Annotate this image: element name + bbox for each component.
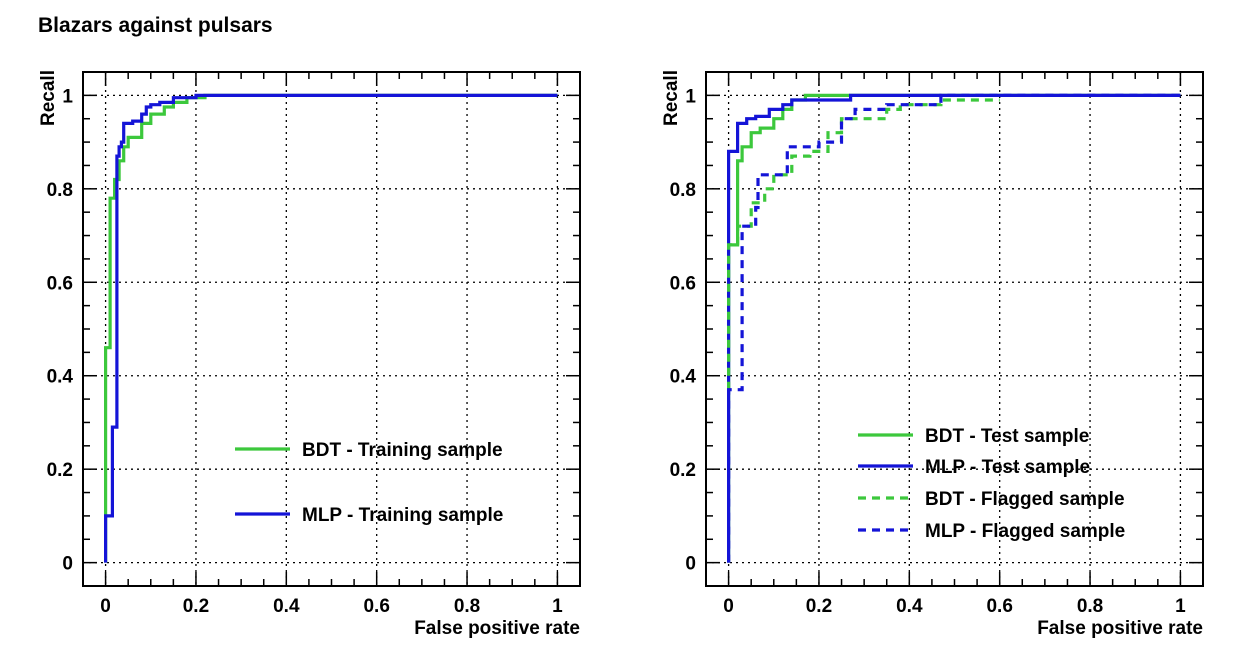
c1-ytick-label-3: 0.6 (670, 273, 696, 294)
c1-series-3 (727, 93, 1181, 563)
c1-xtick-label-2: 0.4 (896, 596, 923, 617)
c1-legend-label-1: MLP - Test sample (925, 457, 1090, 478)
c1-y-axis-title: Recall (661, 70, 682, 126)
c0-xtick-label-2: 0.4 (273, 596, 300, 617)
c1-series-1 (727, 93, 1181, 563)
c1-series-2 (727, 98, 1000, 390)
c1-xtick-label-0: 0 (723, 596, 734, 617)
c0-xtick-label-4: 0.8 (454, 596, 480, 617)
c0-xtick-label-5: 1 (552, 596, 563, 617)
c1-legend-label-3: MLP - Flagged sample (925, 521, 1125, 542)
c1-legend-label-0: BDT - Test sample (925, 426, 1089, 447)
c1-ytick-label-0: 0 (685, 554, 696, 575)
c0-xtick-label-1: 0.2 (183, 596, 209, 617)
c1-legend-label-2: BDT - Flagged sample (925, 489, 1125, 510)
c0-legend-label-1: MLP - Training sample (302, 505, 503, 526)
c0-ytick-label-1: 0.2 (47, 460, 73, 481)
c1-plot-frame (705, 71, 1204, 587)
c0-ytick-label-4: 0.8 (47, 180, 73, 201)
c0-x-axis-title: False positive rate (414, 618, 580, 639)
c0-y-axis-title: Recall (38, 70, 59, 126)
c1-xtick-label-5: 1 (1175, 596, 1186, 617)
c1-xtick-label-4: 0.8 (1077, 596, 1103, 617)
c0-ytick-label-3: 0.6 (47, 273, 73, 294)
c1-ytick-label-2: 0.4 (670, 367, 697, 388)
c0-ytick-label-5: 1 (62, 86, 73, 107)
c0-xtick-label-0: 0 (100, 596, 111, 617)
figure-title: Blazars against pulsars (38, 14, 273, 37)
c1-xtick-label-1: 0.2 (806, 596, 832, 617)
c1-ytick-label-1: 0.2 (670, 460, 696, 481)
c0-series-0 (104, 93, 558, 563)
c1-xtick-label-3: 0.6 (986, 596, 1012, 617)
c0-legend-label-0: BDT - Training sample (302, 440, 503, 461)
c1-ytick-label-4: 0.8 (670, 180, 696, 201)
c0-xtick-label-3: 0.6 (363, 596, 389, 617)
c0-ytick-label-0: 0 (62, 554, 73, 575)
c0-plot-frame (82, 71, 581, 587)
c1-x-axis-title: False positive rate (1037, 618, 1203, 639)
c0-series-1 (104, 93, 558, 563)
c0-ytick-label-2: 0.4 (47, 367, 74, 388)
c1-ytick-label-5: 1 (685, 86, 696, 107)
